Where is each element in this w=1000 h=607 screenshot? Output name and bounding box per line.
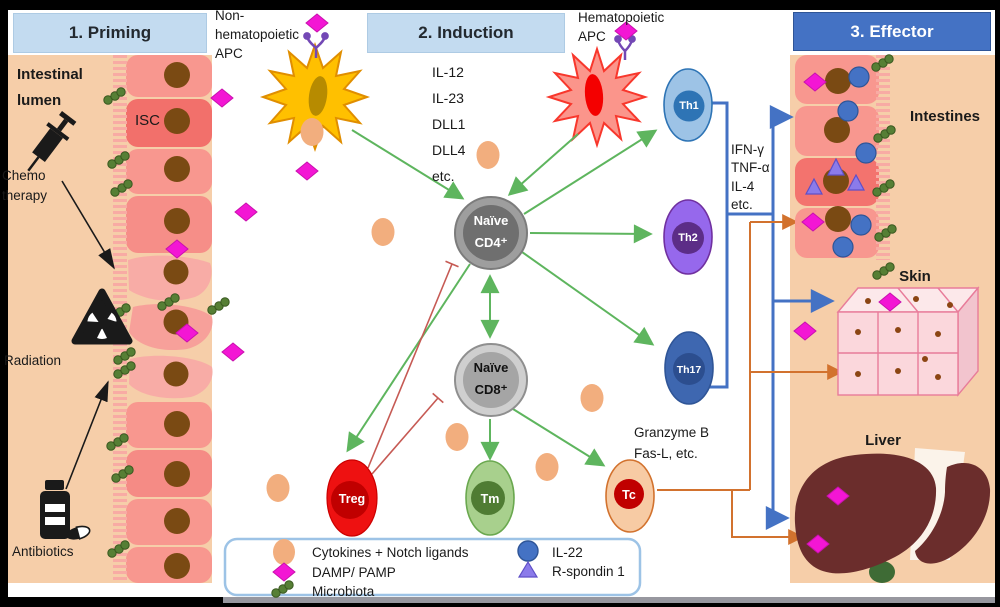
- brush-border-right: [876, 55, 890, 260]
- il22-particles: [832, 66, 877, 258]
- effector-blue-arrows: [705, 101, 835, 530]
- apc-receptor: [303, 32, 329, 58]
- gallbladder: [869, 561, 895, 583]
- legend-box: [223, 537, 642, 598]
- skin-block: [793, 286, 980, 397]
- text-effector-cytokines: IFN-γ TNF-α IL-4 etc.: [731, 142, 770, 213]
- legend-label-microbiota: Microbiota: [312, 584, 375, 599]
- priming-black-arrows: [61, 180, 120, 490]
- bottom-gray-strip: [223, 597, 995, 603]
- intestines-epithelium: [795, 54, 897, 280]
- legend-label-r-spondin: R-spondin 1: [552, 564, 625, 579]
- label-tm: Tm: [480, 492, 500, 506]
- th17-cell: [664, 331, 714, 405]
- label-intestines: Intestines: [909, 108, 981, 125]
- label-intestinal-lumen: Intestinal lumen: [17, 66, 83, 109]
- inhibition-lines: [367, 260, 459, 475]
- label-treg: Treg: [338, 492, 366, 506]
- syringe-icon: [27, 110, 77, 172]
- th1-cell: [663, 68, 713, 142]
- treg-cell: [326, 459, 378, 537]
- label-liver: Liver: [865, 432, 901, 449]
- legend-label-cytokines: Cytokines + Notch ligands: [312, 545, 469, 560]
- hematopoietic-apc-cell: [545, 21, 649, 149]
- legend-label-il22: IL-22: [552, 545, 583, 560]
- label-th17: Th17: [676, 364, 702, 376]
- host-intestinal-epithelium: [113, 55, 213, 583]
- label-skin: Skin: [899, 268, 931, 285]
- r-spondin-particles: [805, 157, 865, 195]
- tc-cell: [605, 459, 655, 533]
- label-chemotherapy: Chemo therapy: [2, 168, 48, 204]
- label-non-hematopoietic-apc: Non- hematopoietic APC: [215, 8, 300, 61]
- green-activation-arrows: [346, 129, 658, 467]
- naive-cd4-cell: [454, 196, 528, 270]
- header-induction: 2. Induction: [367, 13, 565, 53]
- tm-cell: [465, 460, 515, 536]
- antibiotics-icon: [40, 480, 91, 540]
- label-naive-cd4: Naïve CD4⁺: [473, 213, 509, 251]
- r-spondin-triangle: [517, 560, 539, 578]
- legend-label-damp-pamp: DAMP/ PAMP: [312, 565, 396, 580]
- label-th1: Th1: [679, 100, 699, 112]
- text-cytotoxic-mediators: Granzyme B Fas-L, etc.: [634, 425, 710, 461]
- text-induction-signals: IL-12 IL-23 DLL1 DLL4 etc.: [432, 64, 466, 184]
- skin-cell-dots: [855, 296, 953, 380]
- label-antibiotics: Antibiotics: [12, 544, 74, 559]
- label-hematopoietic-apc: Hematopoietic APC: [578, 10, 665, 44]
- tc-orange-arrows: [657, 214, 844, 545]
- label-isc: ISC: [135, 112, 161, 129]
- cytokine-notch-particles: [266, 118, 604, 502]
- liver-organ: [794, 448, 991, 583]
- th2-cell: [663, 199, 713, 275]
- label-th2: Th2: [678, 232, 698, 244]
- cytokine-circle: [273, 539, 295, 565]
- label-radiation: Radiation: [4, 353, 62, 368]
- epithelial-nuclei: [163, 62, 190, 579]
- naive-cd8-cell: [454, 343, 528, 417]
- label-tc: Tc: [622, 488, 636, 502]
- label-naive-cd8: Naïve CD8⁺: [473, 360, 509, 398]
- apc-receptor: [614, 35, 636, 60]
- header-effector: 3. Effector: [793, 12, 991, 51]
- non-hematopoietic-apc-cell: [259, 13, 371, 153]
- header-priming: 1. Priming: [13, 13, 207, 53]
